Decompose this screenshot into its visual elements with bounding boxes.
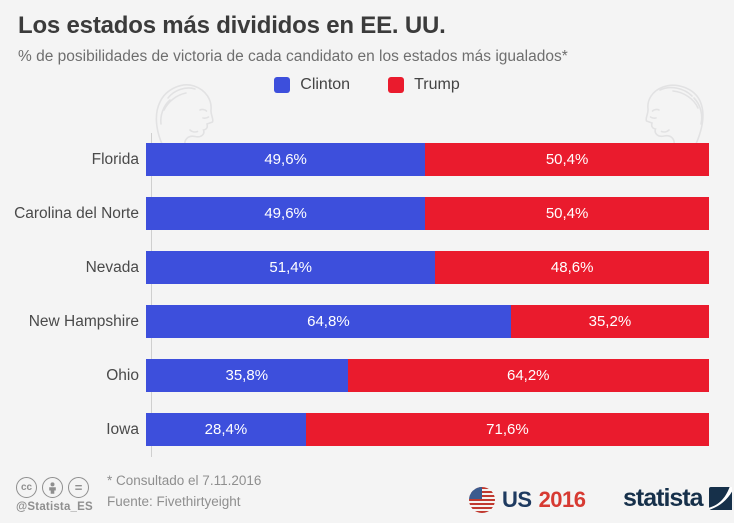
bar-segment-clinton: 28,4% — [146, 413, 306, 446]
statista-logo-icon — [708, 487, 732, 510]
us-2016-badge: US 2016 — [469, 487, 586, 513]
state-label: Nevada — [85, 258, 139, 276]
bar-value-label: 49,6% — [264, 205, 307, 222]
legend-item-clinton: Clinton — [274, 76, 350, 94]
clinton-swatch-icon — [274, 77, 291, 93]
state-label: Florida — [91, 150, 139, 168]
bar-segment-trump: 48,6% — [435, 251, 709, 284]
bar-segment-trump: 50,4% — [425, 197, 709, 230]
cc-icon: cc — [16, 477, 37, 498]
bar-segment-trump: 71,6% — [305, 413, 709, 446]
bar-value-label: 35,2% — [588, 313, 632, 330]
state-label: Carolina del Norte — [14, 204, 139, 222]
chart-row: Nevada 51,4% 48,6% — [0, 251, 709, 284]
bar-value-label: 64,8% — [307, 313, 350, 330]
bar-value-label: 35,8% — [225, 367, 269, 384]
chart-row: Ohio 35,8% 64,2% — [0, 359, 709, 392]
bar-value-label: 48,6% — [550, 259, 594, 276]
bar-segment-clinton: 49,6% — [146, 197, 426, 230]
bar-segment-clinton: 35,8% — [146, 359, 348, 392]
bar-value-label: 64,2% — [506, 367, 550, 384]
state-label: Ohio — [106, 366, 139, 384]
bar-stack: 35,8% 64,2% — [146, 359, 709, 392]
bar-stack: 64,8% 35,2% — [146, 305, 709, 338]
bar-segment-clinton: 51,4% — [146, 251, 436, 284]
bar-chart: Florida 49,6% 50,4% Carolina del Norte 49,6%… — [0, 143, 709, 446]
bar-value-label: 49,6% — [264, 151, 307, 168]
state-label: Iowa — [106, 420, 139, 438]
bar-value-label: 50,4% — [545, 151, 589, 168]
attribution-person-icon — [42, 477, 63, 498]
chart-row: Florida 49,6% 50,4% — [0, 143, 709, 176]
legend-item-trump: Trump — [388, 76, 460, 94]
trump-sketch-icon — [626, 80, 714, 146]
chart-row: Iowa 28,4% 71,6% — [0, 413, 709, 446]
bar-segment-clinton: 49,6% — [146, 143, 426, 176]
legend-label: Clinton — [300, 76, 351, 93]
page-title: Los estados más divididos en EE. UU. — [18, 12, 446, 39]
bar-value-label: 71,6% — [486, 421, 529, 438]
bar-segment-trump: 50,4% — [425, 143, 709, 176]
footnotes: * Consultado el 7.11.2016 Fuente: Fiveth… — [107, 470, 261, 512]
state-label: New Hampshire — [28, 312, 139, 330]
clinton-sketch-icon — [148, 80, 228, 146]
footnote-source: Fuente: Fivethirtyeight — [107, 494, 241, 509]
creative-commons-icons: cc = — [16, 477, 89, 498]
us-flag-icon — [469, 487, 495, 513]
statista-logo: statista — [623, 484, 732, 513]
page-subtitle: % de posibilidades de victoria de cada c… — [18, 48, 568, 65]
bar-stack: 49,6% 50,4% — [146, 197, 709, 230]
footnote-consulted: * Consultado el 7.11.2016 — [107, 473, 262, 488]
statista-handle: @Statista_ES — [16, 501, 93, 513]
y-axis-line — [151, 133, 152, 457]
bar-value-label: 28,4% — [204, 421, 248, 438]
equals-nd-icon: = — [68, 477, 89, 498]
badge-year-text: 2016 — [538, 487, 586, 512]
legend: Clinton Trump — [0, 76, 734, 94]
chart-row: Carolina del Norte 49,6% 50,4% — [0, 197, 709, 230]
chart-row: New Hampshire 64,8% 35,2% — [0, 305, 709, 338]
legend-label: Trump — [414, 76, 460, 93]
bar-stack: 51,4% 48,6% — [146, 251, 709, 284]
trump-swatch-icon — [388, 77, 405, 93]
bar-stack: 28,4% 71,6% — [146, 413, 709, 446]
badge-us-text: US — [502, 487, 532, 512]
bar-segment-trump: 64,2% — [347, 359, 709, 392]
bar-value-label: 51,4% — [269, 259, 312, 276]
bar-segment-trump: 35,2% — [510, 305, 709, 338]
bar-segment-clinton: 64,8% — [146, 305, 511, 338]
bar-stack: 49,6% 50,4% — [146, 143, 709, 176]
bar-value-label: 50,4% — [545, 205, 589, 222]
statista-wordmark: statista — [623, 484, 704, 512]
